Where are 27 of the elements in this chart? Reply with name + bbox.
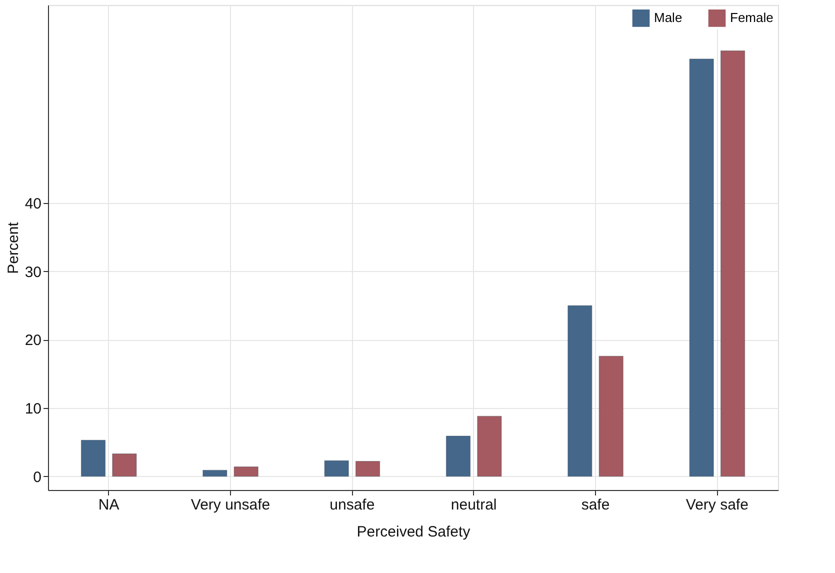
bar [568,305,592,477]
bar [689,58,714,477]
bar [202,470,228,477]
bar [598,356,624,477]
legend-label: Male [654,10,682,26]
x-tick-label: Very safe [686,496,748,514]
bar [324,460,349,477]
y-tick-label: 0 [33,468,42,486]
x-tick-label: NA [98,496,120,514]
bar [477,416,502,477]
x-tick-label: safe [581,496,610,514]
bar [446,436,471,477]
y-axis-title: Percent [4,221,22,274]
x-tick-label: neutral [450,496,497,514]
bar [112,453,137,477]
y-tick-label: 30 [24,264,42,281]
legend-label: Female [730,10,774,26]
bar [720,50,746,477]
y-tick-label: 10 [24,400,42,418]
y-tick-label: 40 [24,196,42,213]
bar [355,461,380,477]
bar [234,466,258,477]
bar [80,440,106,477]
x-axis-title: Perceived Safety [356,524,471,540]
y-tick-label: 20 [24,332,42,350]
x-tick-label: unsafe [330,496,375,514]
x-tick-label: Very unsafe [190,496,270,514]
